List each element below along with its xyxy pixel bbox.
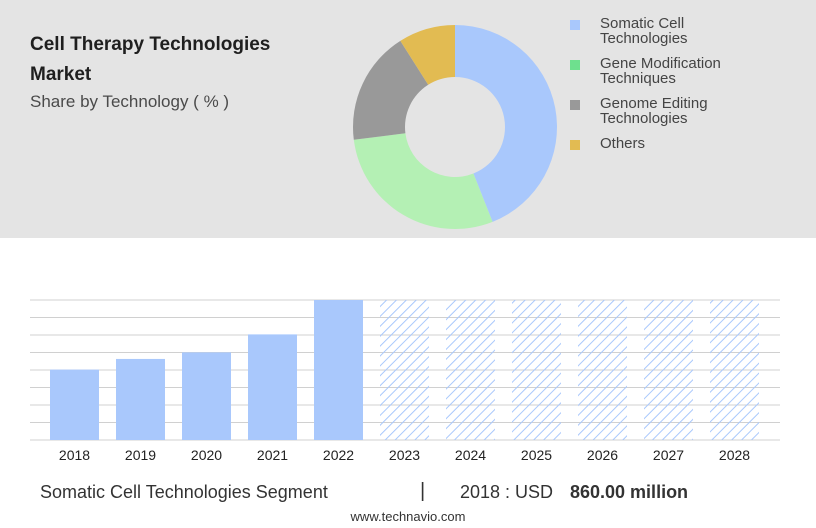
- legend-label: Somatic Cell Technologies: [600, 15, 688, 47]
- bar-2021: [248, 334, 297, 440]
- legend-swatch: [570, 20, 580, 30]
- x-tick-label: 2022: [323, 447, 354, 463]
- forecast-bar-2026: [578, 300, 627, 440]
- source-site: www.technavio.com: [350, 509, 466, 524]
- segment-label: Somatic Cell Technologies Segment: [40, 482, 328, 502]
- bar-2022: [314, 300, 363, 440]
- donut-chart: [353, 25, 557, 229]
- bar-chart: 2018 2019 2020 2021 2022 2023 2024 2025 2026 2027…: [30, 299, 780, 463]
- chart-subtitle: Share by Technology ( % ): [30, 92, 230, 111]
- donut-slice-genome-editing-technologies: [353, 40, 429, 140]
- x-tick-label: 2025: [521, 447, 552, 463]
- forecast-bar-2027: [644, 300, 693, 440]
- x-tick-label: 2020: [191, 447, 222, 463]
- legend-swatch: [570, 60, 580, 70]
- x-tick-label: 2028: [719, 447, 750, 463]
- legend-label: Gene Modification Techniques: [600, 55, 721, 87]
- legend-label: Genome Editing Technologies: [600, 95, 708, 127]
- legend-label: Others: [600, 135, 646, 152]
- x-tick-label: 2021: [257, 447, 288, 463]
- legend-swatch: [570, 100, 580, 110]
- x-tick-label: 2018: [59, 447, 90, 463]
- forecast-bar-2023: [380, 300, 429, 440]
- x-tick-label: 2024: [455, 447, 486, 463]
- forecast-bar-2028: [710, 300, 759, 440]
- year-label: 2018 : USD: [460, 482, 554, 502]
- donut-slice-somatic-cell-technologies: [455, 25, 557, 222]
- chart-title: Cell Therapy Technologies Market: [30, 34, 271, 85]
- x-tick-label: 2019: [125, 447, 156, 463]
- x-tick-label: 2026: [587, 447, 618, 463]
- donut-slice-gene-modification-techniques: [353, 133, 493, 229]
- x-tick-label: 2027: [653, 447, 684, 463]
- bar-2019: [116, 358, 165, 440]
- donut-slice-others: [400, 25, 455, 85]
- footer-divider: |: [420, 480, 426, 502]
- forecast-bar-2025: [512, 300, 561, 440]
- x-tick-label: 2023: [389, 447, 420, 463]
- legend-swatch: [570, 140, 580, 150]
- bar-2018: [50, 369, 99, 440]
- bar-2020: [182, 352, 231, 440]
- value-label: 860.00 million: [570, 482, 689, 502]
- forecast-bar-2024: [446, 300, 495, 440]
